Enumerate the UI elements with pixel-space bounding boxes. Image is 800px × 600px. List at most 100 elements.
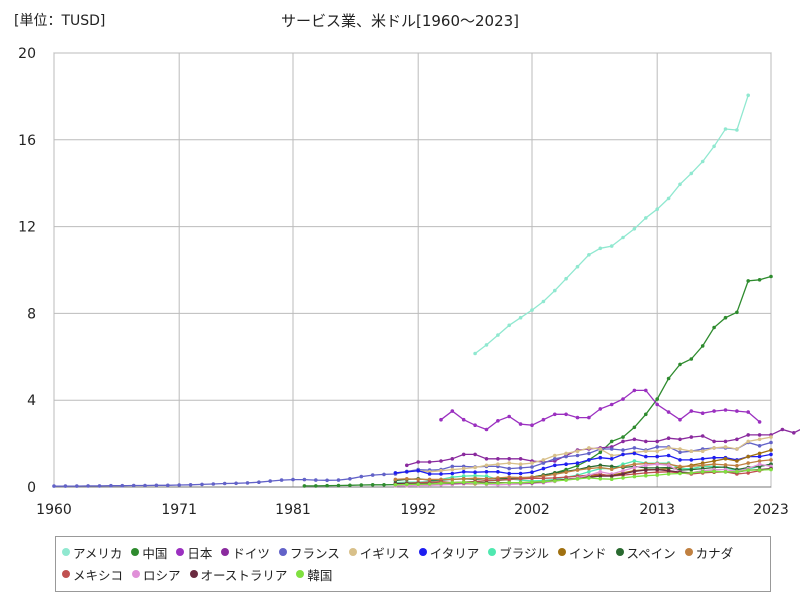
data-point	[541, 479, 546, 484]
data-point	[530, 423, 534, 428]
data-point	[439, 472, 443, 476]
data-point	[644, 449, 648, 454]
data-point	[450, 471, 455, 476]
data-point	[575, 461, 580, 465]
data-point	[530, 461, 534, 465]
data-point	[530, 470, 534, 475]
legend-item: イタリア	[418, 541, 480, 563]
data-point	[416, 477, 421, 482]
data-point	[496, 457, 500, 461]
data-point	[689, 357, 694, 361]
legend-swatch	[221, 548, 230, 556]
data-point	[621, 468, 625, 473]
data-point	[746, 471, 750, 475]
data-point	[473, 452, 477, 457]
data-point	[416, 482, 421, 487]
legend-swatch	[684, 548, 693, 556]
data-point	[700, 449, 705, 454]
data-point	[598, 447, 603, 451]
data-point	[735, 470, 739, 474]
data-point	[621, 452, 625, 457]
data-point	[609, 474, 614, 478]
data-point	[689, 464, 694, 469]
data-point	[416, 468, 421, 473]
series-line	[395, 436, 772, 474]
data-point	[518, 457, 523, 461]
data-point	[154, 483, 159, 488]
series-1	[473, 93, 750, 356]
data-point	[609, 453, 614, 458]
data-point	[735, 437, 739, 442]
data-point	[564, 470, 568, 475]
data-point	[336, 483, 341, 488]
series-layer	[52, 93, 800, 488]
data-point	[757, 454, 762, 459]
data-point	[757, 433, 762, 437]
data-point	[393, 471, 398, 475]
data-point	[507, 480, 512, 485]
data-point	[75, 484, 79, 488]
data-point	[621, 435, 625, 439]
series-line	[395, 460, 772, 484]
data-point	[769, 448, 773, 452]
data-point	[484, 343, 489, 347]
series-line	[395, 459, 772, 481]
data-point	[746, 439, 750, 444]
x-tick-label: 2002	[514, 502, 550, 518]
data-point	[746, 279, 750, 283]
data-point	[723, 445, 728, 449]
data-point	[530, 465, 534, 469]
data-point	[234, 481, 238, 486]
legend-label: イタリア	[429, 545, 480, 561]
data-point	[700, 411, 705, 416]
data-point	[712, 462, 716, 467]
data-point	[496, 419, 500, 423]
data-point	[769, 452, 773, 457]
data-point	[461, 474, 466, 478]
data-point	[644, 463, 648, 468]
legend-label: 韓国	[307, 567, 333, 583]
legend-swatch	[488, 548, 497, 556]
data-point	[405, 470, 409, 474]
data-point	[302, 484, 307, 488]
data-point	[405, 477, 409, 481]
data-point	[177, 483, 181, 487]
data-point	[473, 465, 477, 470]
data-point	[507, 457, 512, 461]
data-point	[405, 463, 409, 468]
data-point	[348, 477, 352, 481]
y-tick-label: 12	[18, 220, 36, 236]
legend-swatch	[176, 548, 185, 556]
data-point	[427, 477, 432, 482]
data-point	[655, 439, 659, 444]
data-point	[735, 310, 739, 315]
data-point	[222, 481, 227, 486]
data-point	[461, 417, 466, 422]
data-point	[530, 476, 534, 481]
data-point	[609, 457, 614, 461]
data-point	[746, 93, 750, 98]
series-15	[393, 467, 773, 487]
unit-label: [単位：TUSD]	[14, 13, 106, 29]
data-point	[712, 144, 716, 149]
data-point	[245, 481, 250, 485]
data-point	[644, 216, 648, 220]
data-point	[370, 473, 375, 477]
data-point	[496, 333, 500, 337]
data-point	[621, 439, 625, 444]
data-point	[598, 450, 603, 455]
data-point	[450, 457, 455, 461]
data-point	[473, 473, 477, 478]
data-point	[780, 427, 785, 432]
data-point	[678, 447, 682, 451]
y-tick-label: 20	[18, 46, 36, 62]
data-point	[564, 478, 568, 482]
data-point	[518, 471, 523, 476]
data-point	[496, 462, 500, 467]
legend-label: イギリス	[359, 545, 410, 561]
data-point	[314, 478, 318, 482]
data-point	[609, 477, 614, 482]
data-point	[541, 458, 546, 462]
data-point	[735, 409, 739, 413]
